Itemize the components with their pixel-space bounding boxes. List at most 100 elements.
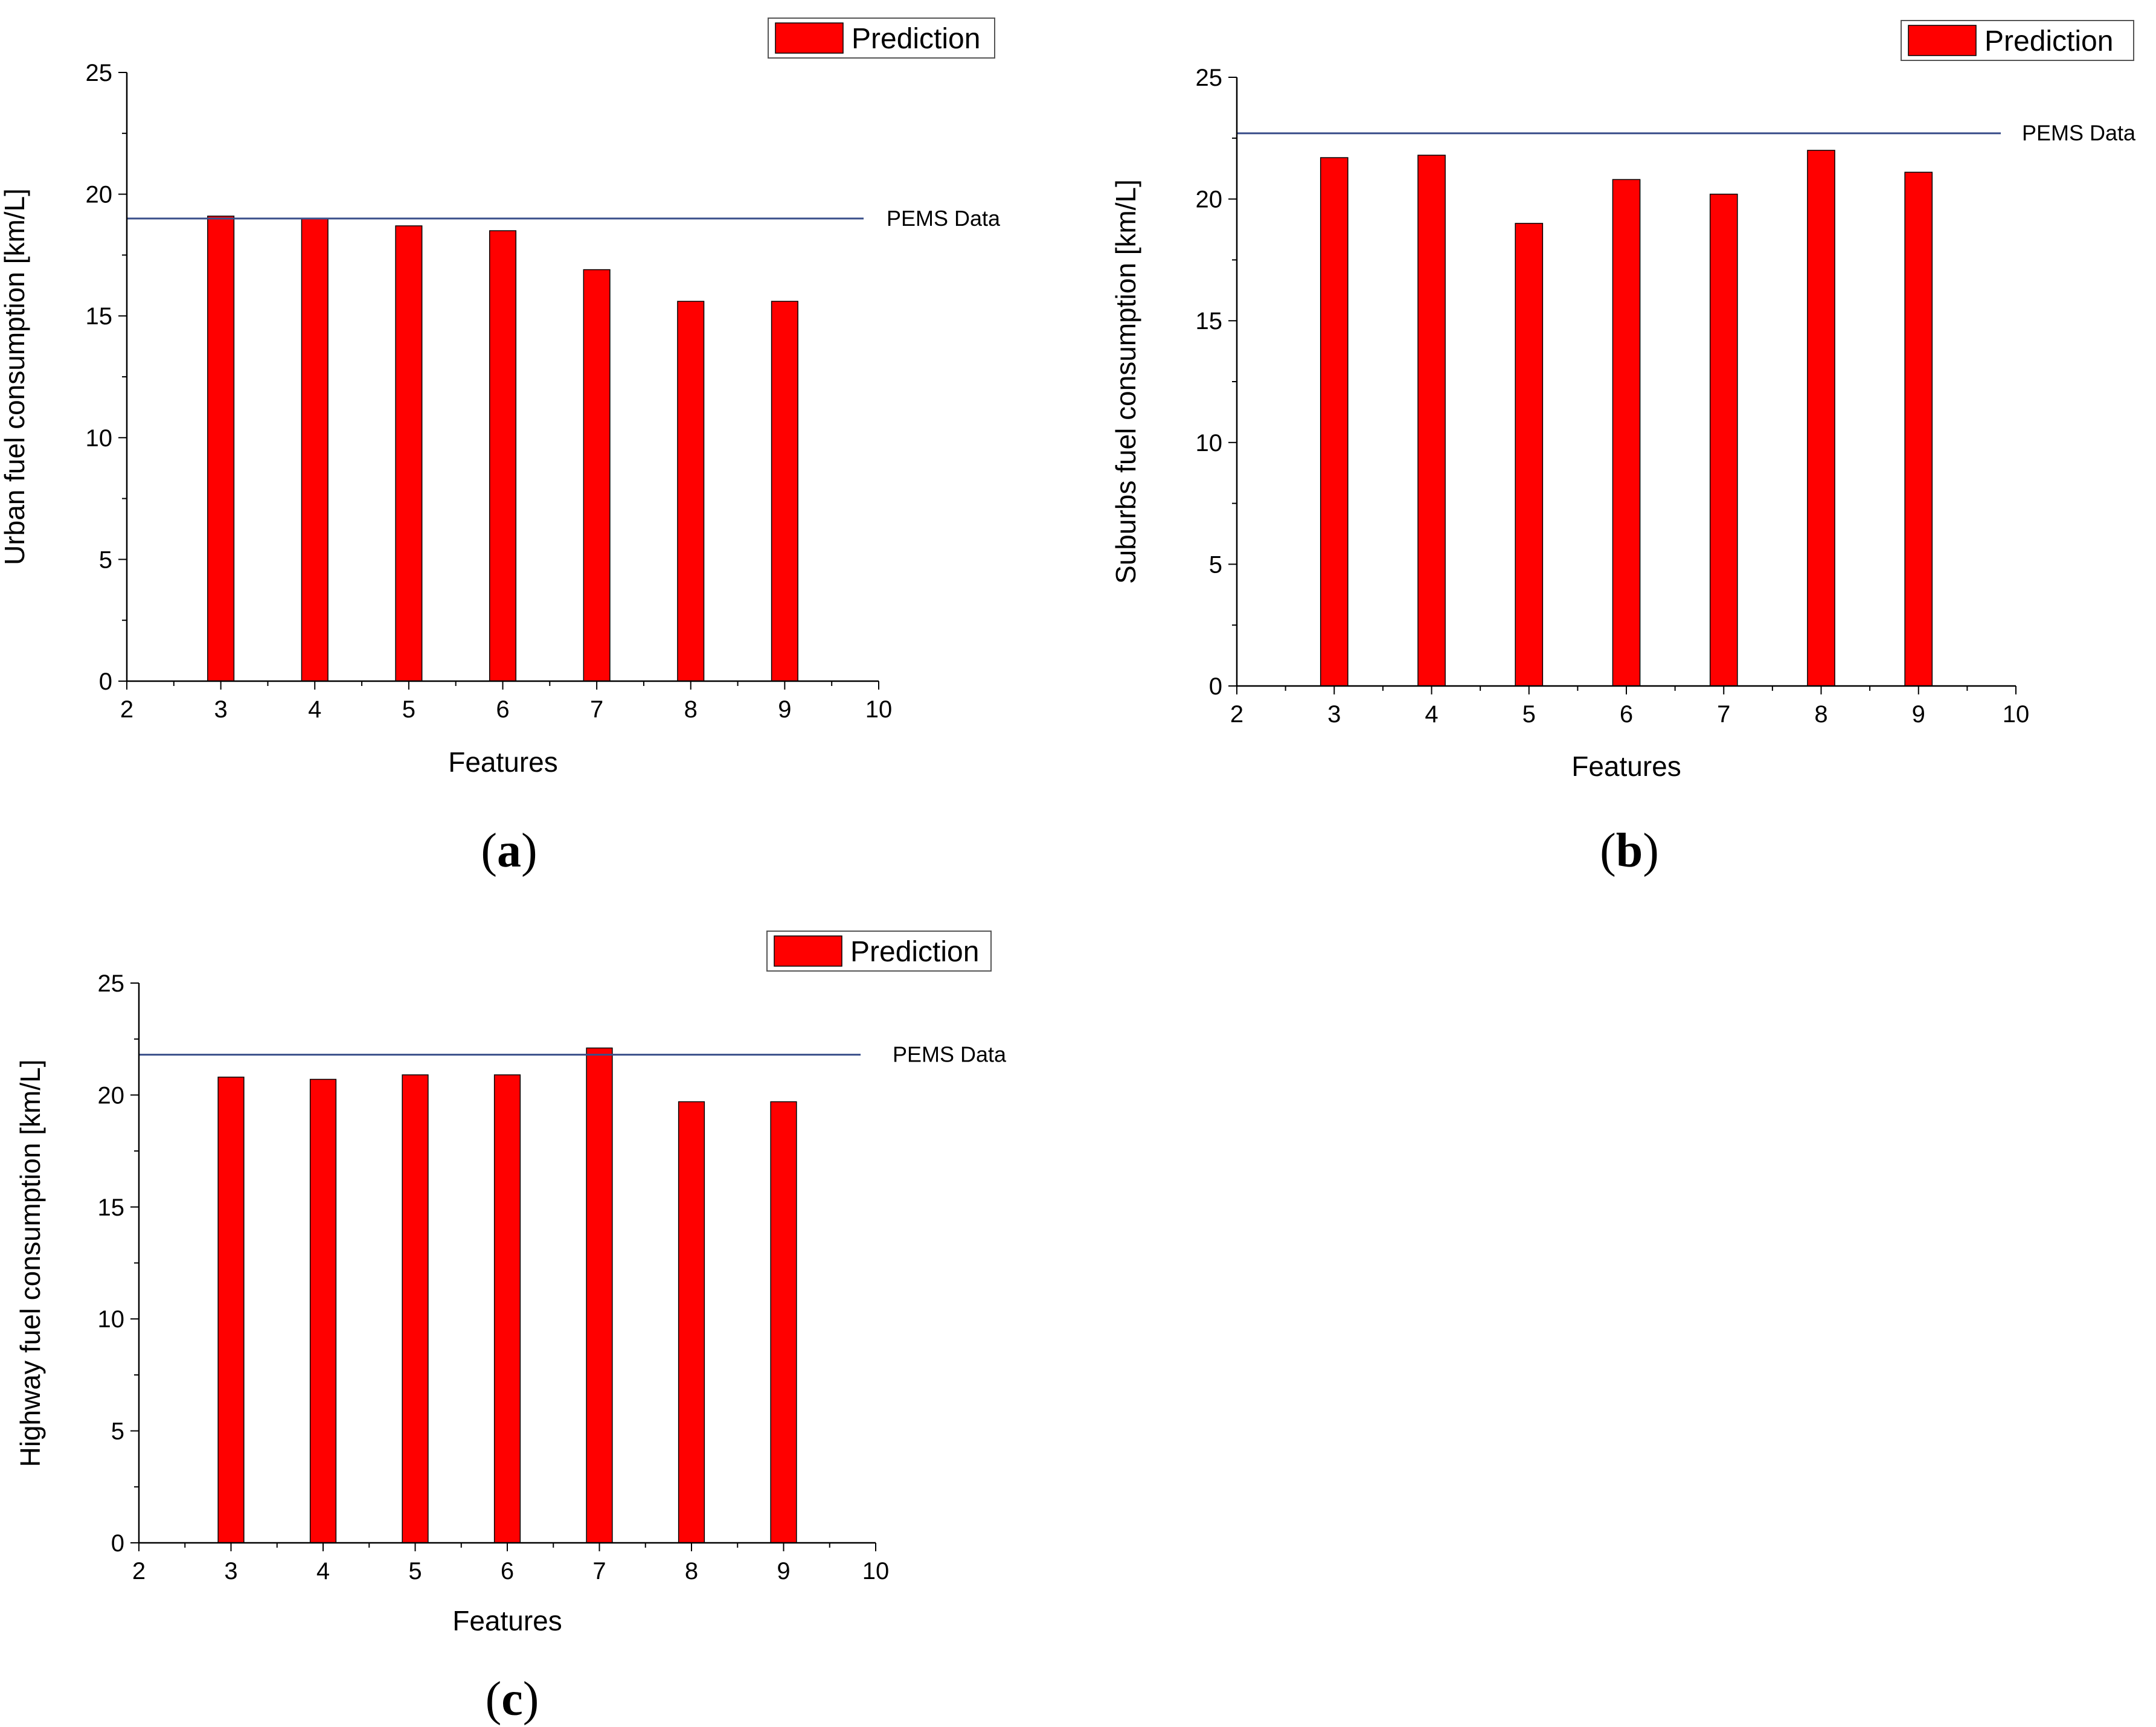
y-tick-label-b-0: 0	[1209, 673, 1222, 700]
x-tick-label-a-2: 2	[120, 696, 133, 723]
x-tick-label-a-6: 6	[496, 696, 509, 723]
bar-a-8	[677, 301, 705, 682]
legend-b: Prediction	[1901, 20, 2134, 61]
x-tick-label-c-9: 9	[777, 1558, 790, 1584]
x-tick-label-a-10: 10	[865, 696, 893, 723]
y-tick-label-c-15: 15	[98, 1194, 125, 1221]
bar-b-5	[1515, 223, 1544, 687]
panel-paren: (	[486, 1673, 502, 1726]
bar-c-6	[493, 1074, 521, 1543]
x-tick-label-b-5: 5	[1522, 701, 1536, 728]
panel-letter-a: a	[497, 824, 521, 877]
panel-paren: )	[523, 1673, 539, 1726]
x-tick-label-c-5: 5	[408, 1558, 422, 1584]
y-tick-label-b-15: 15	[1196, 308, 1223, 335]
panel-paren: )	[1643, 824, 1659, 877]
bar-b-9	[1904, 171, 1933, 687]
bar-c-4	[309, 1078, 337, 1543]
bar-c-8	[678, 1101, 705, 1543]
y-tick-label-a-5: 5	[99, 546, 112, 573]
bar-c-5	[402, 1074, 429, 1543]
y-tick-label-a-20: 20	[86, 182, 113, 208]
bar-a-7	[583, 269, 611, 682]
x-tick-label-b-6: 6	[1620, 701, 1633, 728]
y-tick-label-a-10: 10	[86, 425, 113, 452]
panel-letter-b: b	[1616, 824, 1643, 877]
x-tick-label-a-5: 5	[402, 696, 415, 723]
x-tick-label-a-9: 9	[778, 696, 791, 723]
x-tick-label-a-8: 8	[684, 696, 698, 723]
y-tick-label-c-10: 10	[98, 1306, 125, 1333]
y-tick-label-b-25: 25	[1196, 65, 1223, 91]
y-tick-label-a-25: 25	[86, 60, 113, 86]
bar-b-6	[1612, 179, 1641, 687]
legend-swatch-c	[774, 935, 842, 967]
y-tick-label-a-0: 0	[99, 668, 112, 695]
y-axis-title-a: Urban fuel consumption [km/L]	[0, 188, 30, 565]
x-tick-label-a-3: 3	[214, 696, 228, 723]
y-tick-label-b-5: 5	[1209, 551, 1222, 578]
panel-paren: (	[481, 824, 497, 877]
legend-label-c: Prediction	[850, 936, 979, 968]
legend-swatch-b	[1908, 25, 1977, 56]
x-tick-label-c-2: 2	[132, 1558, 146, 1584]
bar-a-6	[489, 230, 517, 682]
x-tick-label-a-7: 7	[590, 696, 603, 723]
x-axis-title-c: Features	[452, 1605, 562, 1636]
bar-b-3	[1320, 157, 1349, 687]
chart-panel-b: PEMS Data 0 5 10 15 20 25 2 3 4 5 6 7 8 9 10 Features Sub…	[1110, 20, 2136, 877]
x-tick-label-a-4: 4	[308, 696, 321, 723]
legend-a: Prediction	[768, 18, 995, 59]
chart-panel-a: PEMS Data 0 5 10 15 20 25 2 3 4 5 6 7 8 9 10 Features Urb…	[0, 18, 1001, 877]
legend-swatch-a	[775, 22, 844, 54]
bar-a-5	[395, 225, 423, 682]
x-tick-label-c-10: 10	[862, 1558, 890, 1584]
y-axis-title-b: Suburbs fuel consumption [km/L]	[1110, 179, 1141, 584]
reference-line-label-c: PEMS Data	[893, 1042, 1007, 1067]
x-tick-label-b-3: 3	[1327, 701, 1341, 728]
panel-letter-c: c	[501, 1673, 523, 1726]
bar-b-4	[1417, 155, 1446, 687]
x-tick-label-c-7: 7	[592, 1558, 606, 1584]
panel-label-c: (c)	[486, 1673, 539, 1726]
bar-c-9	[770, 1101, 797, 1543]
x-tick-label-b-9: 9	[1912, 701, 1925, 728]
bar-c-7	[586, 1047, 613, 1543]
x-tick-label-c-8: 8	[685, 1558, 698, 1584]
y-tick-label-c-0: 0	[111, 1530, 124, 1557]
bar-b-7	[1709, 193, 1738, 687]
x-tick-label-b-2: 2	[1230, 701, 1243, 728]
bar-b-8	[1807, 150, 1835, 687]
x-tick-label-c-3: 3	[224, 1558, 237, 1584]
legend-label-a: Prediction	[852, 23, 980, 55]
x-tick-label-b-10: 10	[2003, 701, 2030, 728]
y-tick-label-c-25: 25	[98, 970, 125, 997]
panel-paren: (	[1600, 824, 1616, 877]
bar-a-3	[207, 216, 235, 682]
reference-line-label-b: PEMS Data	[2022, 121, 2136, 146]
panel-paren: )	[521, 824, 537, 877]
y-axis-title-c: Highway fuel consumption [km/L]	[14, 1060, 46, 1467]
x-tick-label-b-8: 8	[1814, 701, 1827, 728]
y-tick-label-a-15: 15	[86, 303, 113, 330]
y-tick-label-c-5: 5	[111, 1418, 124, 1445]
chart-panel-c: PEMS Data 0 5 10 15 20 25 2 3 4 5 6 7 8 9 10 Features Hig…	[14, 931, 1007, 1726]
x-axis-title-b: Features	[1571, 751, 1681, 782]
bar-a-9	[771, 301, 798, 682]
y-tick-label-b-20: 20	[1196, 187, 1223, 213]
x-tick-label-c-6: 6	[501, 1558, 514, 1584]
reference-line-label-a: PEMS Data	[887, 206, 1001, 231]
panel-label-b: (b)	[1600, 824, 1659, 877]
x-tick-label-b-4: 4	[1425, 701, 1438, 728]
bar-a-4	[301, 218, 329, 682]
panel-label-a: (a)	[481, 824, 537, 877]
bar-c-3	[217, 1076, 245, 1543]
legend-c: Prediction	[766, 931, 992, 972]
x-axis-title-a: Features	[448, 746, 558, 778]
x-tick-label-c-4: 4	[316, 1558, 330, 1584]
x-tick-label-b-7: 7	[1717, 701, 1730, 728]
y-tick-label-c-20: 20	[98, 1082, 125, 1109]
legend-label-b: Prediction	[1984, 25, 2113, 57]
y-tick-label-b-10: 10	[1196, 430, 1223, 457]
